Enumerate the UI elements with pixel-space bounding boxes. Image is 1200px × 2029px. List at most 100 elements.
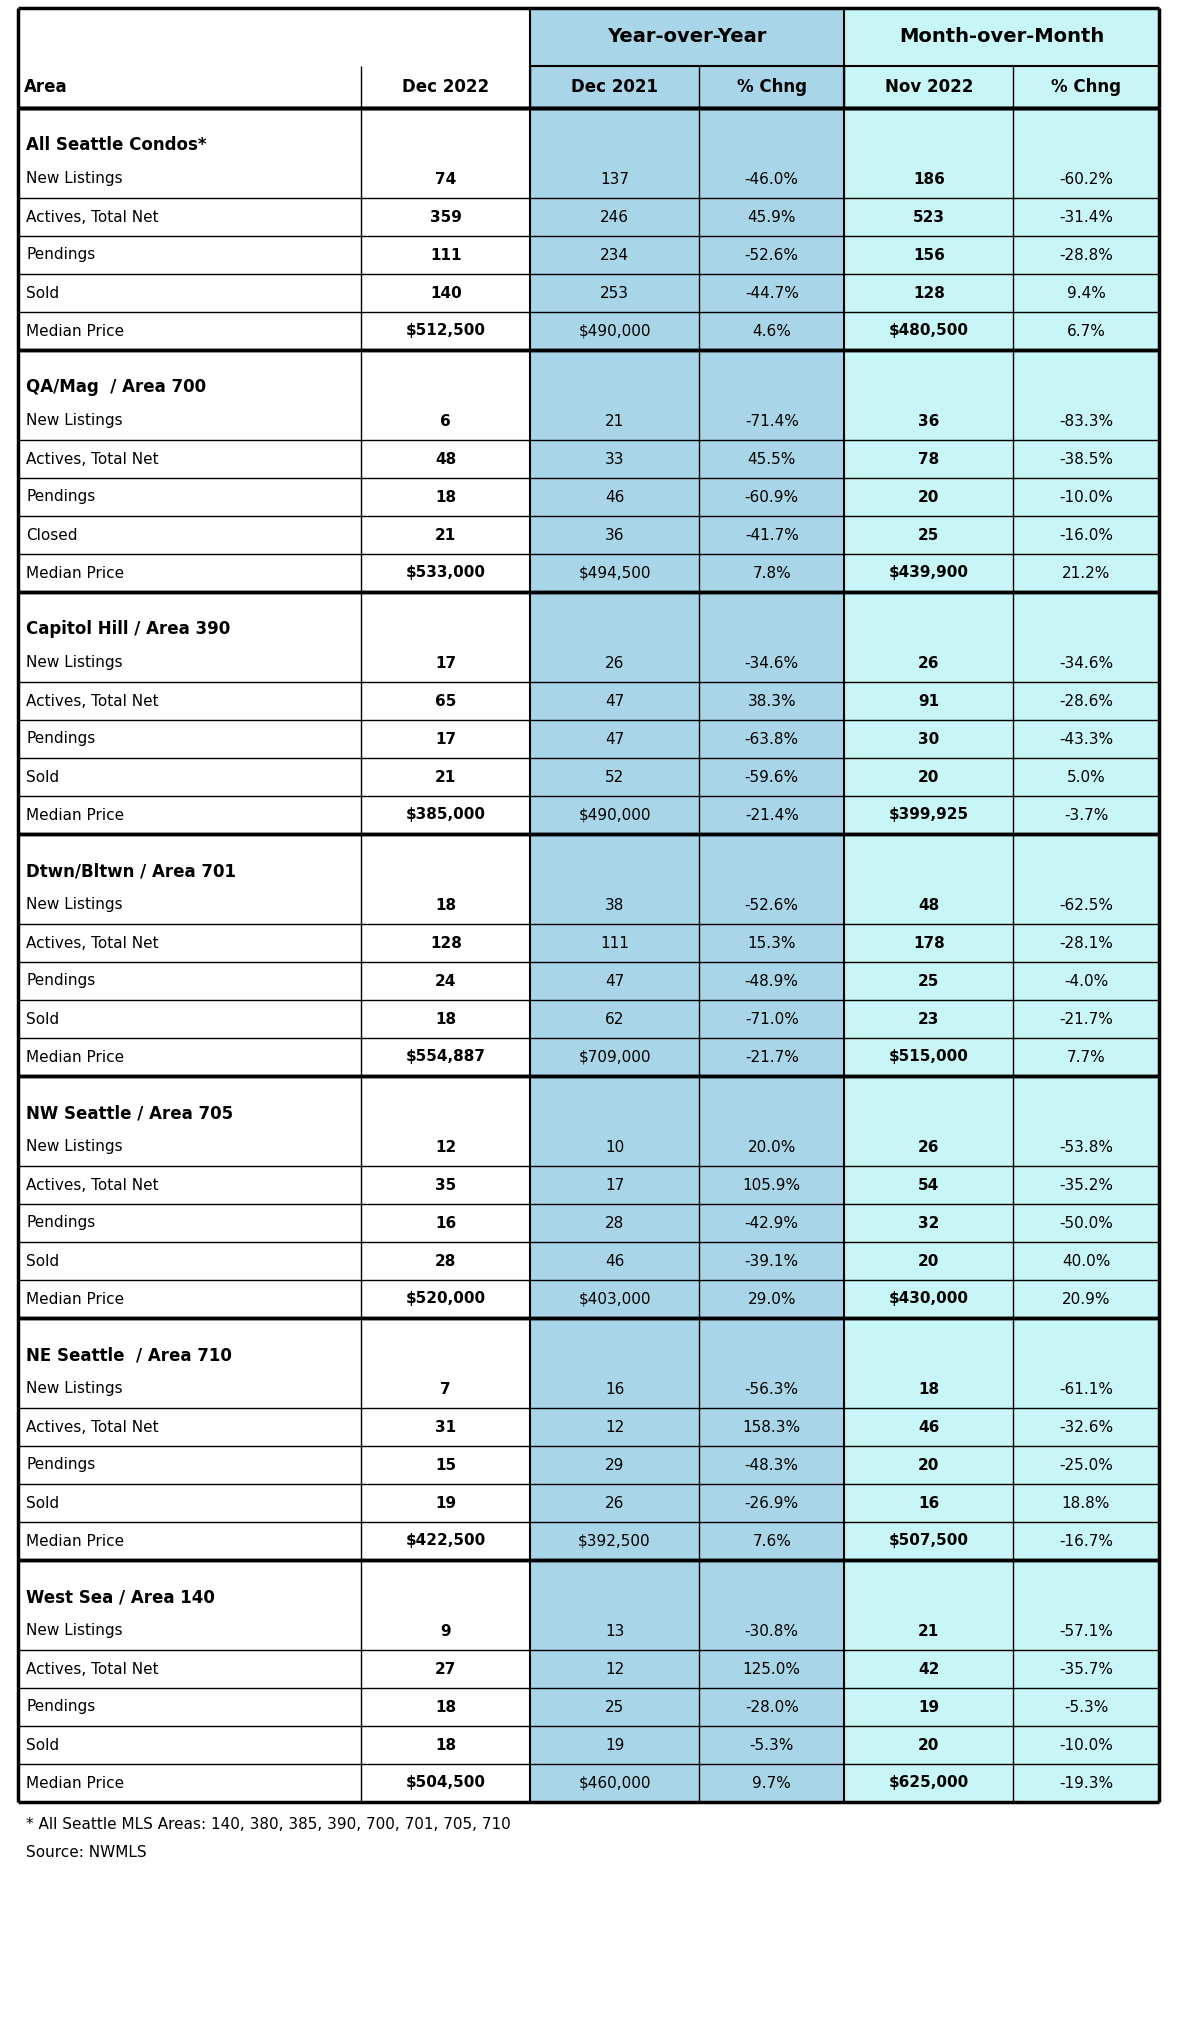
Text: 26: 26 <box>918 655 940 670</box>
Bar <box>361 1242 530 1280</box>
Bar <box>1013 1650 1159 1688</box>
Bar <box>1013 1039 1159 1075</box>
Text: 21: 21 <box>436 528 456 542</box>
Text: 45.5%: 45.5% <box>748 452 796 467</box>
Text: -25.0%: -25.0% <box>1060 1457 1112 1473</box>
Bar <box>361 923 530 962</box>
Bar <box>698 834 845 887</box>
Text: -16.0%: -16.0% <box>1058 528 1112 542</box>
Text: 21.2%: 21.2% <box>1062 566 1110 580</box>
Text: $533,000: $533,000 <box>406 566 486 580</box>
Text: $422,500: $422,500 <box>406 1534 486 1548</box>
Text: -42.9%: -42.9% <box>745 1215 799 1230</box>
Bar <box>698 1319 845 1370</box>
Text: -39.1%: -39.1% <box>745 1254 799 1268</box>
Bar <box>845 887 1013 923</box>
Bar <box>1013 1483 1159 1522</box>
Bar <box>530 402 698 440</box>
Bar <box>530 795 698 834</box>
Text: 46: 46 <box>605 1254 624 1268</box>
Bar <box>698 887 845 923</box>
Text: 17: 17 <box>605 1177 624 1193</box>
Bar <box>361 160 530 199</box>
Text: 62: 62 <box>605 1012 624 1027</box>
Text: 13: 13 <box>605 1623 624 1639</box>
Bar <box>18 8 530 67</box>
Bar <box>18 1522 361 1560</box>
Text: 21: 21 <box>436 769 456 785</box>
Text: 17: 17 <box>436 655 456 670</box>
Bar <box>698 108 845 160</box>
Bar <box>361 1763 530 1802</box>
Text: -35.2%: -35.2% <box>1058 1177 1112 1193</box>
Bar <box>1013 479 1159 515</box>
Text: Actives, Total Net: Actives, Total Net <box>26 935 158 950</box>
Bar <box>698 1370 845 1408</box>
Text: 45.9%: 45.9% <box>748 209 796 225</box>
Text: $490,000: $490,000 <box>578 323 650 339</box>
Text: 7.6%: 7.6% <box>752 1534 791 1548</box>
Text: Actives, Total Net: Actives, Total Net <box>26 209 158 225</box>
Text: 20: 20 <box>918 489 940 505</box>
Bar <box>1013 108 1159 160</box>
Bar <box>361 1650 530 1688</box>
Bar <box>18 1611 361 1650</box>
Bar <box>845 720 1013 759</box>
Text: -48.3%: -48.3% <box>745 1457 799 1473</box>
Bar <box>1013 1370 1159 1408</box>
Bar <box>845 1128 1013 1167</box>
Bar <box>845 8 1159 67</box>
Bar <box>361 554 530 592</box>
Bar <box>698 515 845 554</box>
Text: 15: 15 <box>436 1457 456 1473</box>
Text: Sold: Sold <box>26 1737 59 1753</box>
Bar <box>845 1522 1013 1560</box>
Text: -61.1%: -61.1% <box>1058 1382 1112 1396</box>
Bar <box>18 1688 361 1727</box>
Text: 30: 30 <box>918 732 940 747</box>
Bar <box>18 554 361 592</box>
Bar <box>845 312 1013 349</box>
Text: 18.8%: 18.8% <box>1062 1495 1110 1510</box>
Text: Pendings: Pendings <box>26 732 95 747</box>
Bar <box>18 349 361 402</box>
Text: 38.3%: 38.3% <box>748 694 796 708</box>
Bar <box>845 1447 1013 1483</box>
Text: New Listings: New Listings <box>26 1140 122 1155</box>
Text: % Chng: % Chng <box>737 77 806 95</box>
Bar <box>18 67 361 108</box>
Text: -53.8%: -53.8% <box>1058 1140 1112 1155</box>
Bar <box>18 592 361 643</box>
Bar <box>698 402 845 440</box>
Text: Actives, Total Net: Actives, Total Net <box>26 452 158 467</box>
Text: 12: 12 <box>605 1420 624 1435</box>
Text: -19.3%: -19.3% <box>1058 1775 1114 1790</box>
Text: 5.0%: 5.0% <box>1067 769 1105 785</box>
Text: Actives, Total Net: Actives, Total Net <box>26 1177 158 1193</box>
Bar <box>530 1280 698 1319</box>
Bar <box>530 108 698 160</box>
Text: Month-over-Month: Month-over-Month <box>899 28 1104 47</box>
Text: Actives, Total Net: Actives, Total Net <box>26 1662 158 1676</box>
Text: Pendings: Pendings <box>26 489 95 505</box>
Text: -3.7%: -3.7% <box>1063 808 1108 822</box>
Bar <box>698 795 845 834</box>
Text: 65: 65 <box>436 694 456 708</box>
Bar <box>361 1727 530 1763</box>
Bar <box>1013 682 1159 720</box>
Bar <box>845 235 1013 274</box>
Bar <box>845 274 1013 312</box>
Bar <box>698 274 845 312</box>
Bar <box>361 887 530 923</box>
Bar <box>698 1408 845 1447</box>
Text: 32: 32 <box>918 1215 940 1230</box>
Text: -26.9%: -26.9% <box>745 1495 799 1510</box>
Bar <box>18 402 361 440</box>
Bar <box>18 1763 361 1802</box>
Bar <box>361 402 530 440</box>
Text: 52: 52 <box>605 769 624 785</box>
Bar <box>845 1763 1013 1802</box>
Text: 25: 25 <box>918 974 940 988</box>
Bar <box>1013 160 1159 199</box>
Bar <box>1013 1447 1159 1483</box>
